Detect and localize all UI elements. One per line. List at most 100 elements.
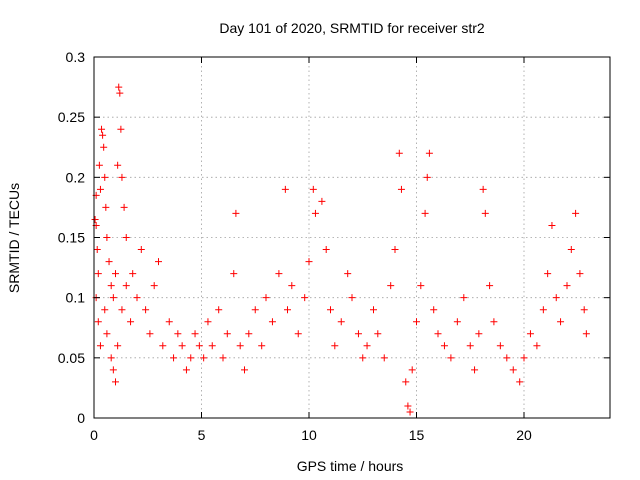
y-tick-label: 0.3	[66, 49, 86, 65]
data-point	[103, 330, 111, 338]
data-point	[305, 258, 313, 266]
data-point	[137, 246, 145, 254]
data-point	[165, 318, 173, 326]
data-point	[496, 342, 504, 350]
data-point	[447, 354, 455, 362]
data-point	[241, 366, 248, 374]
y-tick-label: 0.05	[58, 350, 85, 366]
data-point	[354, 330, 362, 338]
x-axis-label: GPS time / hours	[297, 458, 404, 474]
data-point	[563, 282, 571, 290]
data-point	[109, 294, 117, 302]
data-point	[402, 378, 410, 386]
data-point	[174, 330, 182, 338]
data-point	[150, 282, 158, 290]
data-point	[223, 330, 231, 338]
data-point	[374, 330, 382, 338]
y-tick-label: 0.15	[58, 230, 85, 246]
data-point	[191, 330, 199, 338]
data-point	[122, 282, 130, 290]
data-point	[413, 318, 420, 326]
data-point	[344, 270, 352, 278]
data-point	[387, 282, 395, 290]
data-point	[423, 173, 431, 181]
data-point	[219, 354, 227, 362]
data-point	[155, 258, 162, 266]
data-point	[370, 306, 377, 314]
data-point	[359, 354, 367, 362]
data-point	[96, 342, 104, 350]
data-point	[129, 270, 137, 278]
axis-ticks: 0 5 10 15 20 0 0.05 0.1 0.15 0.2 0.25 0.3	[58, 49, 610, 443]
data-point	[204, 318, 212, 326]
data-point	[118, 306, 126, 314]
data-point	[288, 282, 296, 290]
data-point	[96, 185, 104, 193]
data-point	[112, 378, 119, 386]
data-point	[294, 330, 302, 338]
data-point	[100, 143, 108, 151]
y-tick-label: 0.25	[58, 109, 85, 125]
data-point	[309, 185, 317, 193]
data-point	[187, 354, 195, 362]
data-point	[337, 318, 345, 326]
data-point	[404, 402, 412, 410]
data-point	[102, 203, 110, 211]
data-point	[159, 342, 167, 350]
data-point	[348, 294, 356, 302]
data-point	[425, 149, 433, 157]
data-point	[453, 318, 461, 326]
data-point	[318, 197, 326, 205]
data-point	[142, 306, 150, 314]
data-point	[408, 366, 416, 374]
data-point	[430, 306, 438, 314]
data-point	[101, 306, 109, 314]
data-point	[112, 270, 119, 278]
data-point	[311, 209, 319, 217]
data-point	[301, 294, 309, 302]
data-point	[127, 318, 135, 326]
data-point	[208, 342, 216, 350]
data-point	[236, 342, 244, 350]
data-point	[582, 330, 590, 338]
grid-lines	[94, 57, 610, 418]
data-point	[327, 306, 334, 314]
data-point	[120, 203, 128, 211]
data-point	[567, 246, 575, 254]
data-point	[322, 246, 330, 254]
data-point	[331, 342, 339, 350]
data-point	[475, 330, 483, 338]
data-point	[103, 234, 111, 241]
data-point	[572, 209, 580, 217]
data-point	[548, 221, 556, 229]
data-point	[440, 342, 448, 350]
data-point	[380, 354, 388, 362]
x-tick-label: 15	[409, 427, 425, 443]
data-point	[195, 342, 203, 350]
x-tick-label: 20	[516, 427, 532, 443]
data-point	[363, 342, 371, 350]
data-point	[434, 330, 442, 338]
data-point	[114, 342, 122, 350]
data-point	[284, 306, 291, 314]
data-point	[417, 282, 425, 290]
data-point	[391, 246, 399, 254]
data-point	[262, 294, 270, 302]
data-point	[503, 354, 511, 362]
data-point	[170, 354, 178, 362]
data-point	[94, 270, 102, 278]
data-point	[460, 294, 468, 302]
data-point	[122, 234, 130, 241]
data-point	[397, 185, 405, 193]
y-tick-label: 0	[77, 410, 85, 426]
data-point	[481, 209, 489, 217]
data-point	[479, 185, 487, 193]
data-point	[557, 318, 565, 326]
data-point	[526, 330, 534, 338]
data-point	[576, 270, 584, 278]
data-point	[117, 125, 125, 133]
data-point	[146, 330, 154, 338]
data-point	[258, 342, 266, 350]
data-point	[99, 131, 107, 139]
data-point	[105, 258, 113, 266]
